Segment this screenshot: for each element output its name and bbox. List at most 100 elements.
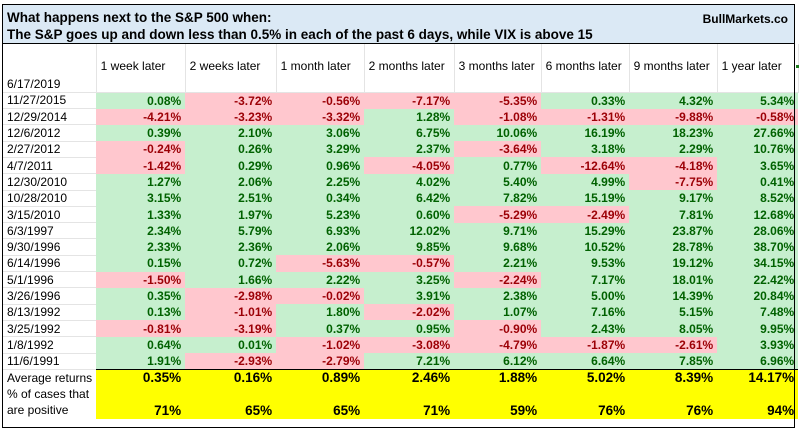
return-cell[interactable]: 27.66%	[717, 124, 799, 142]
return-cell[interactable]: 2.34%	[96, 222, 186, 239]
return-cell[interactable]: 6.12%	[454, 353, 542, 370]
return-cell[interactable]: 9.68%	[454, 238, 542, 256]
return-cell[interactable]: 14.39%	[629, 287, 718, 305]
return-cell[interactable]: 2.10%	[185, 124, 277, 142]
return-cell[interactable]: 1.33%	[96, 206, 186, 223]
column-header[interactable]: 9 months later	[629, 44, 718, 76]
return-cell[interactable]: 3.18%	[541, 141, 630, 158]
return-cell[interactable]: 7.16%	[541, 304, 630, 321]
return-cell[interactable]: 5.00%	[541, 287, 630, 305]
date-cell[interactable]: 8/13/1992	[3, 304, 97, 321]
empty-cell[interactable]	[629, 76, 718, 93]
return-cell[interactable]: 9.95%	[717, 320, 799, 337]
return-cell[interactable]: 0.01%	[185, 336, 277, 354]
return-cell[interactable]: 2.06%	[276, 238, 365, 256]
return-cell[interactable]: 0.37%	[276, 320, 365, 337]
return-cell[interactable]: 0.15%	[96, 255, 186, 272]
return-cell[interactable]: 22.42%	[717, 271, 799, 288]
return-cell[interactable]: 4.32%	[629, 92, 718, 109]
return-cell[interactable]: 6.75%	[364, 124, 455, 142]
date-cell[interactable]: 6/3/1997	[3, 222, 97, 240]
return-cell[interactable]: -1.50%	[96, 271, 186, 288]
date-cell[interactable]: 3/26/1996	[3, 287, 97, 305]
empty-cell[interactable]	[185, 76, 277, 93]
positive-percent-cell[interactable]: 76%	[629, 385, 718, 419]
return-cell[interactable]: 0.08%	[96, 92, 186, 109]
return-cell[interactable]: 2.38%	[454, 287, 542, 305]
return-cell[interactable]: 0.72%	[185, 255, 277, 272]
empty-cell[interactable]	[96, 76, 186, 93]
column-header[interactable]: 3 months later	[454, 44, 542, 76]
average-return-cell[interactable]: 1.88%	[454, 368, 542, 386]
return-cell[interactable]: 23.87%	[629, 222, 718, 239]
return-cell[interactable]: 7.85%	[629, 353, 718, 370]
return-cell[interactable]: -0.56%	[276, 92, 365, 109]
return-cell[interactable]: 9.53%	[541, 255, 630, 272]
average-return-cell[interactable]: 0.89%	[276, 368, 365, 386]
return-cell[interactable]: -5.35%	[454, 92, 542, 109]
return-cell[interactable]: 4.02%	[364, 173, 455, 191]
return-cell[interactable]: 2.37%	[364, 141, 455, 158]
return-cell[interactable]: -2.02%	[364, 304, 455, 321]
return-cell[interactable]: 5.40%	[454, 173, 542, 191]
return-cell[interactable]: -5.29%	[454, 206, 542, 223]
column-header[interactable]: 1 week later	[96, 44, 186, 76]
return-cell[interactable]: 10.06%	[454, 124, 542, 142]
average-returns-label[interactable]: Average returns	[3, 368, 97, 386]
return-cell[interactable]: -3.08%	[364, 336, 455, 354]
return-cell[interactable]: 6.64%	[541, 353, 630, 370]
empty-cell[interactable]	[364, 76, 455, 93]
return-cell[interactable]: 7.82%	[454, 190, 542, 207]
return-cell[interactable]: -3.32%	[276, 108, 365, 125]
return-cell[interactable]: 1.07%	[454, 304, 542, 321]
return-cell[interactable]: 7.21%	[364, 353, 455, 370]
return-cell[interactable]: 0.29%	[185, 157, 277, 174]
return-cell[interactable]: 5.34%	[717, 92, 799, 109]
return-cell[interactable]: 18.01%	[629, 271, 718, 288]
return-cell[interactable]: 1.80%	[276, 304, 365, 321]
return-cell[interactable]: 2.33%	[96, 238, 186, 256]
return-cell[interactable]: 0.64%	[96, 336, 186, 354]
return-cell[interactable]: 10.52%	[541, 238, 630, 256]
return-cell[interactable]: 0.13%	[96, 304, 186, 321]
return-cell[interactable]: 8.52%	[717, 190, 799, 207]
return-cell[interactable]: -9.88%	[629, 108, 718, 125]
date-cell[interactable]: 3/25/1992	[3, 320, 97, 338]
date-cell[interactable]: 2/27/2012	[3, 141, 97, 158]
positive-percent-cell[interactable]: 94%	[717, 385, 799, 419]
return-cell[interactable]: 2.43%	[541, 320, 630, 337]
return-cell[interactable]: 28.06%	[717, 222, 799, 239]
return-cell[interactable]: 1.91%	[96, 353, 186, 370]
return-cell[interactable]: 0.77%	[454, 157, 542, 174]
positive-percent-cell[interactable]: 71%	[364, 385, 455, 419]
return-cell[interactable]: 9.17%	[629, 190, 718, 207]
return-cell[interactable]: 6.96%	[717, 353, 799, 370]
return-cell[interactable]: 12.02%	[364, 222, 455, 239]
return-cell[interactable]: 3.15%	[96, 190, 186, 207]
return-cell[interactable]: -4.05%	[364, 157, 455, 174]
return-cell[interactable]: 1.66%	[185, 271, 277, 288]
return-cell[interactable]: 5.79%	[185, 222, 277, 239]
return-cell[interactable]: -2.98%	[185, 287, 277, 305]
empty-cell[interactable]	[541, 76, 630, 93]
date-cell[interactable]: 12/29/2014	[3, 108, 97, 126]
positive-percent-cell[interactable]: 71%	[96, 385, 186, 419]
return-cell[interactable]: 3.25%	[364, 271, 455, 288]
empty-cell[interactable]	[454, 76, 542, 93]
date-cell[interactable]: 11/27/2015	[3, 92, 97, 110]
return-cell[interactable]: 9.85%	[364, 238, 455, 256]
return-cell[interactable]: 0.26%	[185, 141, 277, 158]
date-cell[interactable]: 1/8/1992	[3, 336, 97, 354]
empty-cell[interactable]	[276, 76, 365, 93]
return-cell[interactable]: 0.39%	[96, 124, 186, 142]
return-cell[interactable]: 9.71%	[454, 222, 542, 239]
return-cell[interactable]: 4.99%	[541, 173, 630, 191]
return-cell[interactable]: 2.25%	[276, 173, 365, 191]
return-cell[interactable]: -2.61%	[629, 336, 718, 354]
header-corner[interactable]	[3, 44, 97, 76]
date-cell[interactable]: 6/14/1996	[3, 255, 97, 273]
return-cell[interactable]: 16.19%	[541, 124, 630, 142]
return-cell[interactable]: -0.90%	[454, 320, 542, 337]
return-cell[interactable]: 0.35%	[96, 287, 186, 305]
return-cell[interactable]: 5.23%	[276, 206, 365, 223]
